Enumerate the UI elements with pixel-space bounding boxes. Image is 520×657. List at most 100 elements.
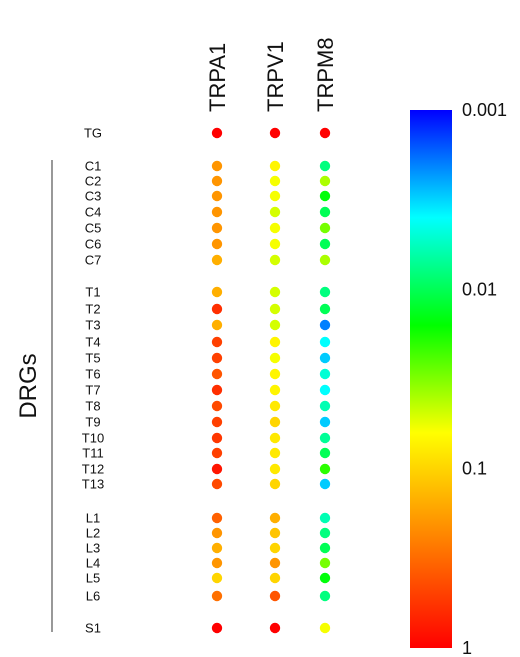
cell-t4-trpa1 [211, 336, 223, 348]
row-label-c6: C6 [85, 237, 102, 252]
cell-c4-trpa1 [211, 206, 223, 218]
cell-t10-trpv1 [269, 432, 281, 444]
row-label-t6: T6 [85, 367, 100, 382]
cell-l4-trpv1 [269, 557, 281, 569]
row-label-t1: T1 [85, 285, 100, 300]
cell-t5-trpv1 [269, 352, 281, 364]
row-label-s1: S1 [85, 621, 101, 636]
row-label-c1: C1 [85, 159, 102, 174]
cell-s1-trpv1 [269, 622, 281, 634]
cell-c3-trpa1 [211, 190, 223, 202]
cell-t5-trpa1 [211, 352, 223, 364]
cell-t2-trpm8 [319, 303, 331, 315]
cell-t11-trpa1 [211, 447, 223, 459]
cell-tg-trpv1 [269, 127, 281, 139]
cell-t8-trpa1 [211, 400, 223, 412]
row-label-t8: T8 [85, 399, 100, 414]
group-label-container: DRGs [15, 160, 53, 632]
cell-t12-trpm8 [319, 463, 331, 475]
cell-t2-trpa1 [211, 303, 223, 315]
cell-c2-trpv1 [269, 175, 281, 187]
cell-t13-trpa1 [211, 478, 223, 490]
cell-t8-trpm8 [319, 400, 331, 412]
group-label: DRGs [15, 353, 42, 418]
cell-t3-trpm8 [319, 319, 331, 331]
cell-l3-trpm8 [319, 542, 331, 554]
cell-s1-trpa1 [211, 622, 223, 634]
cell-l2-trpm8 [319, 527, 331, 539]
row-label-c2: C2 [85, 174, 102, 189]
column-label-trpm8: TRPM8 [313, 37, 338, 112]
row-label-t13: T13 [82, 477, 104, 492]
cell-c6-trpa1 [211, 238, 223, 250]
row-label-t10: T10 [82, 431, 104, 446]
cell-c2-trpm8 [319, 175, 331, 187]
cell-tg-trpm8 [319, 127, 331, 139]
row-label-t2: T2 [85, 302, 100, 317]
cell-c5-trpm8 [319, 222, 331, 234]
cell-t1-trpm8 [319, 286, 331, 298]
row-label-c3: C3 [85, 189, 102, 204]
cell-c1-trpv1 [269, 160, 281, 172]
colorbar-tick-label: 1 [462, 638, 472, 657]
cell-c4-trpm8 [319, 206, 331, 218]
cell-t7-trpa1 [211, 384, 223, 396]
cell-t3-trpa1 [211, 319, 223, 331]
cell-l3-trpv1 [269, 542, 281, 554]
row-label-t4: T4 [85, 335, 100, 350]
heatmap-cells [211, 127, 331, 634]
row-label-l2: L2 [86, 526, 100, 541]
cell-t4-trpv1 [269, 336, 281, 348]
cell-t4-trpm8 [319, 336, 331, 348]
row-label-l4: L4 [86, 556, 100, 571]
cell-l5-trpm8 [319, 572, 331, 584]
cell-l2-trpv1 [269, 527, 281, 539]
cell-l5-trpa1 [211, 572, 223, 584]
cell-c4-trpv1 [269, 206, 281, 218]
cell-t6-trpa1 [211, 368, 223, 380]
row-label-t3: T3 [85, 318, 100, 333]
colorbar-tick-label: 0.001 [462, 100, 507, 120]
row-label-t7: T7 [85, 383, 100, 398]
cell-t9-trpv1 [269, 416, 281, 428]
row-label-l1: L1 [86, 511, 100, 526]
cell-c5-trpv1 [269, 222, 281, 234]
cell-t12-trpa1 [211, 463, 223, 475]
row-label-c7: C7 [85, 253, 102, 268]
cell-l2-trpa1 [211, 527, 223, 539]
cell-t1-trpa1 [211, 286, 223, 298]
cell-t7-trpv1 [269, 384, 281, 396]
cell-t13-trpv1 [269, 478, 281, 490]
cell-c3-trpv1 [269, 190, 281, 202]
cell-l6-trpv1 [269, 590, 281, 602]
cell-t9-trpm8 [319, 416, 331, 428]
colorbar-tick-label: 0.01 [462, 279, 497, 299]
cell-l4-trpm8 [319, 557, 331, 569]
cell-l5-trpv1 [269, 572, 281, 584]
cell-l6-trpm8 [319, 590, 331, 602]
colorbar-tick-label: 0.1 [462, 459, 487, 479]
cell-c5-trpa1 [211, 222, 223, 234]
row-label-tg: TG [84, 126, 102, 141]
cell-tg-trpa1 [211, 127, 223, 139]
cell-t11-trpv1 [269, 447, 281, 459]
cell-t10-trpa1 [211, 432, 223, 444]
row-label-t12: T12 [82, 462, 104, 477]
cell-c3-trpm8 [319, 190, 331, 202]
row-label-l3: L3 [86, 541, 100, 556]
cell-l1-trpm8 [319, 512, 331, 524]
cell-t7-trpm8 [319, 384, 331, 396]
cell-t1-trpv1 [269, 286, 281, 298]
column-label-trpa1: TRPA1 [205, 43, 230, 112]
cell-c6-trpm8 [319, 238, 331, 250]
cell-t3-trpv1 [269, 319, 281, 331]
colorbar-gradient [410, 110, 452, 648]
cell-t5-trpm8 [319, 352, 331, 364]
cell-c7-trpa1 [211, 254, 223, 266]
cell-t9-trpa1 [211, 416, 223, 428]
cell-l6-trpa1 [211, 590, 223, 602]
column-labels: TRPA1 TRPV1 TRPM8 [205, 37, 338, 112]
cell-t13-trpm8 [319, 478, 331, 490]
